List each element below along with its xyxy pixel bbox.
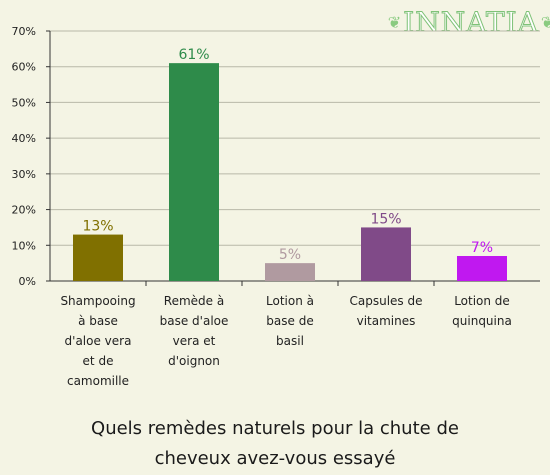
- value-label: 61%: [178, 47, 209, 63]
- value-label: 15%: [370, 211, 401, 227]
- category-label: camomille: [67, 374, 129, 388]
- category-label: base d'aloe: [160, 314, 229, 328]
- category-label: et de: [83, 354, 114, 368]
- bar: [169, 63, 219, 282]
- value-label: 7%: [471, 240, 493, 256]
- bar: [361, 227, 411, 281]
- category-label: Lotion à: [266, 294, 314, 308]
- y-tick-label: 30%: [12, 168, 36, 181]
- bar: [457, 256, 507, 281]
- y-tick-label: 20%: [12, 204, 36, 217]
- category-label: d'aloe vera: [65, 334, 132, 348]
- y-tick-label: 50%: [12, 96, 36, 109]
- category-label: Remède à: [164, 294, 224, 308]
- bar: [73, 234, 123, 281]
- category-label: base de: [266, 314, 313, 328]
- chart-title-line-2: cheveux avez-vous essayé: [154, 448, 396, 469]
- category-label: Shampooing: [60, 294, 135, 308]
- y-tick-label: 0%: [19, 275, 36, 288]
- y-tick-label: 40%: [12, 132, 36, 145]
- chart-title: Quels remèdes naturels pour la chute de …: [0, 414, 550, 474]
- value-label: 5%: [279, 247, 301, 263]
- y-tick-label: 70%: [12, 25, 36, 38]
- bar-chart: 0% 10% 20% 30% 40% 50% 60% 70% 13% Shampooing à ba…: [12, 25, 540, 388]
- plot-area: [50, 31, 540, 281]
- bar: [265, 263, 315, 281]
- category-label: quinquina: [452, 314, 512, 328]
- category-label: vitamines: [357, 314, 416, 328]
- category-label: vera et: [173, 334, 216, 348]
- category-label: Lotion de: [454, 294, 510, 308]
- category-label: d'oignon: [168, 354, 220, 368]
- category-label: à base: [78, 314, 118, 328]
- leaf-left-icon: ❦: [387, 12, 402, 32]
- category-label: basil: [276, 334, 304, 348]
- chart-title-line-1: Quels remèdes naturels pour la chute de: [91, 418, 459, 439]
- leaf-right-icon: ❦: [540, 12, 550, 32]
- y-tick-label: 10%: [12, 239, 36, 252]
- value-label: 13%: [82, 219, 113, 235]
- y-tick-label: 60%: [12, 61, 36, 74]
- category-label: Capsules de: [350, 294, 423, 308]
